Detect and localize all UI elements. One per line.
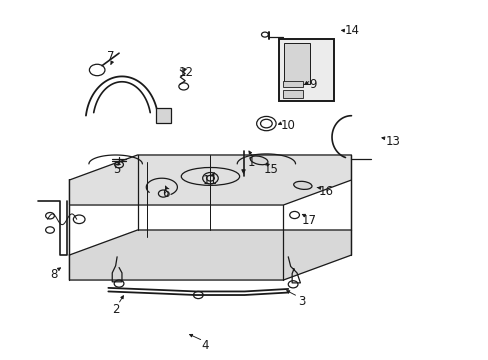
Ellipse shape [250, 156, 267, 165]
Text: 1: 1 [247, 156, 255, 169]
Ellipse shape [293, 181, 311, 189]
Text: 16: 16 [318, 185, 333, 198]
Text: 17: 17 [301, 213, 316, 226]
Bar [283, 90, 303, 98]
Text: 4: 4 [201, 338, 208, 351]
Polygon shape [69, 155, 351, 205]
Bar [284, 43, 309, 84]
Bar [283, 81, 303, 87]
Text: 8: 8 [50, 268, 58, 281]
Text: 10: 10 [280, 119, 295, 132]
Text: 14: 14 [344, 24, 359, 37]
Text: 7: 7 [107, 50, 114, 63]
Text: 11: 11 [203, 174, 218, 186]
Text: 5: 5 [113, 163, 121, 176]
Text: 15: 15 [263, 163, 278, 176]
Text: 12: 12 [178, 66, 193, 79]
Bar [278, 39, 334, 102]
Text: 3: 3 [298, 295, 305, 308]
Bar [155, 108, 171, 123]
Polygon shape [69, 230, 351, 280]
Text: 2: 2 [112, 303, 119, 316]
Text: 9: 9 [308, 78, 316, 91]
Text: 13: 13 [385, 135, 399, 148]
Text: 6: 6 [162, 187, 169, 200]
